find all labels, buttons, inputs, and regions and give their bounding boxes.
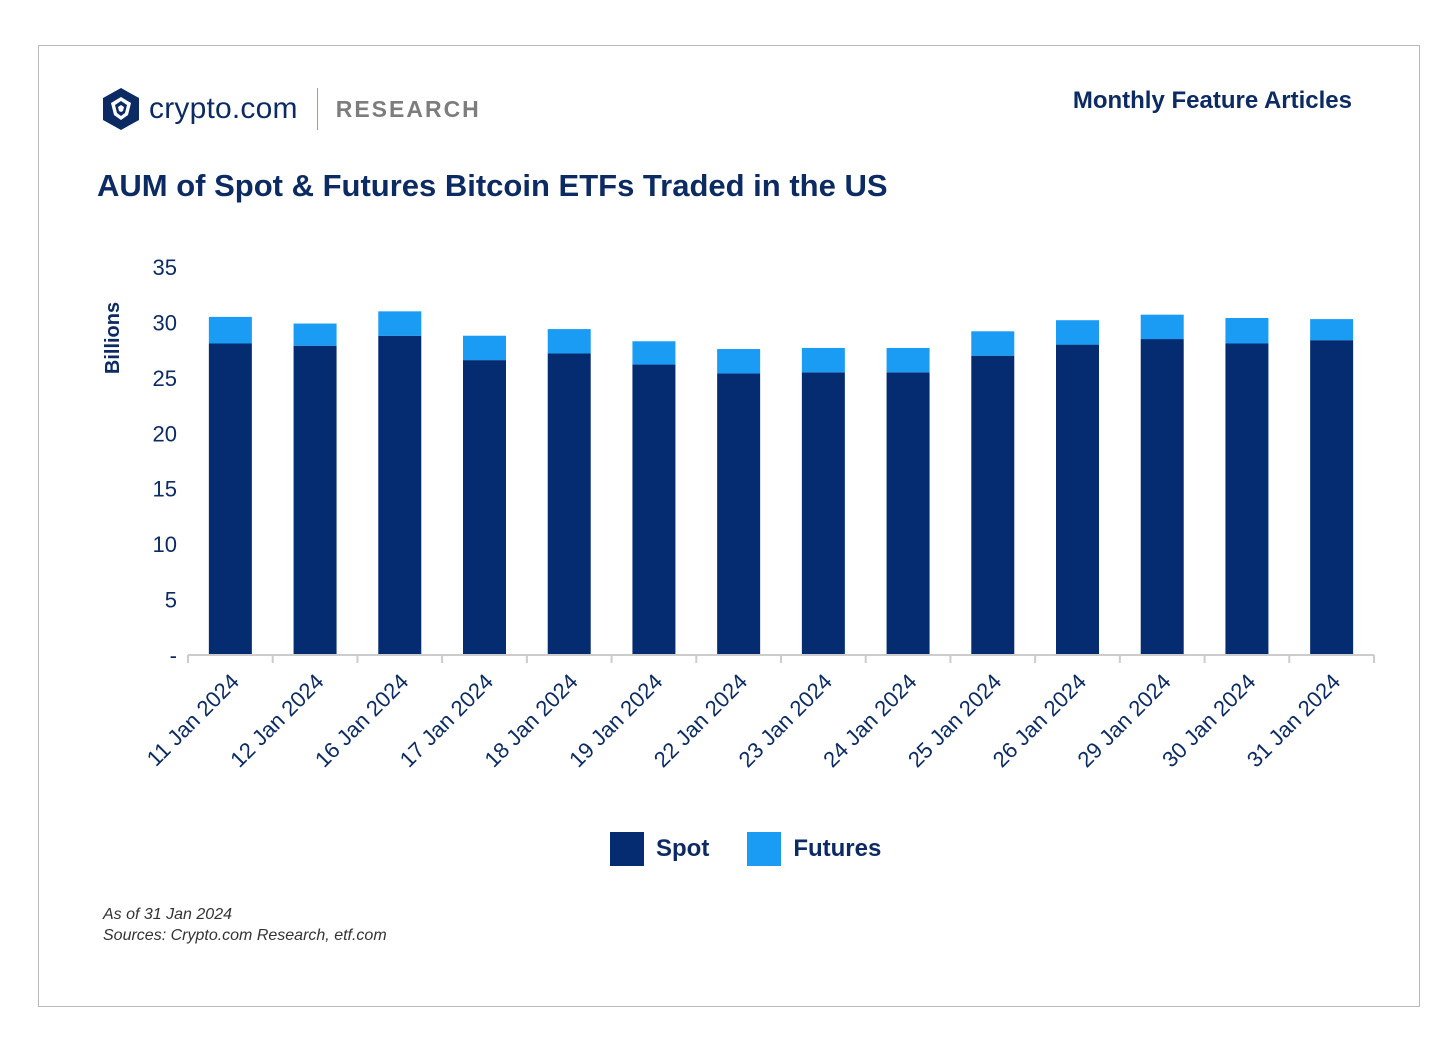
bar-futures	[1056, 320, 1099, 345]
bar-futures	[886, 347, 930, 373]
footnote-as-of: As of 31 Jan 2024	[103, 906, 232, 923]
bar-futures	[293, 323, 337, 346]
y-tick-label: 30	[153, 310, 177, 335]
bar-spot	[801, 372, 845, 655]
bar-spot	[1140, 339, 1184, 655]
bar-spot	[971, 355, 1015, 655]
bar-spot	[1310, 340, 1354, 655]
bar-spot	[886, 372, 930, 655]
bar-futures	[463, 335, 506, 361]
bar-futures	[208, 316, 252, 344]
chart-title: AUM of Spot & Futures Bitcoin ETFs Trade…	[97, 168, 888, 203]
brand-header: crypto.com RESEARCH	[101, 86, 481, 132]
legend-item-spot: Spot	[610, 832, 709, 866]
bar-spot	[717, 373, 761, 655]
y-tick-label: 35	[153, 255, 177, 280]
bar-spot	[1225, 343, 1269, 655]
y-tick-label: 15	[153, 477, 177, 502]
bar-spot	[1056, 344, 1099, 655]
y-axis-title: Billions	[102, 302, 124, 374]
legend: Spot Futures	[610, 832, 919, 866]
legend-label-spot: Spot	[656, 835, 710, 862]
legend-label-futures: Futures	[793, 835, 882, 862]
bar-futures	[1310, 319, 1354, 341]
bar-futures	[547, 329, 591, 354]
bar-spot	[463, 360, 506, 655]
y-tick-label: 10	[153, 532, 177, 557]
brand-section: RESEARCH	[335, 95, 481, 122]
brand-divider	[316, 88, 318, 130]
crypto-com-lion-shield-icon	[103, 88, 139, 130]
y-tick-label: 25	[153, 366, 177, 391]
legend-item-futures: Futures	[747, 832, 881, 866]
footnote-sources: Sources: Crypto.com Research, etf.com	[103, 927, 387, 944]
bar-spot	[547, 353, 591, 655]
bar-futures	[1225, 317, 1269, 344]
series-name: Monthly Feature Articles	[1072, 87, 1352, 114]
bar-spot	[293, 345, 337, 655]
bar-futures	[632, 341, 676, 365]
y-tick-label: 5	[165, 588, 177, 613]
brand-name: crypto.com	[149, 92, 298, 125]
y-tick-label: 20	[153, 421, 177, 446]
bar-futures	[378, 311, 422, 336]
bar-spot	[208, 343, 252, 655]
bar-futures	[801, 347, 845, 373]
legend-swatch-spot	[610, 832, 644, 866]
legend-swatch-futures	[747, 832, 782, 866]
bar-spot	[378, 335, 422, 655]
bar-futures	[717, 349, 761, 374]
bar-spot	[632, 364, 676, 655]
y-tick-label: -	[170, 643, 177, 668]
bar-futures	[1140, 314, 1184, 340]
bar-futures	[971, 331, 1015, 356]
